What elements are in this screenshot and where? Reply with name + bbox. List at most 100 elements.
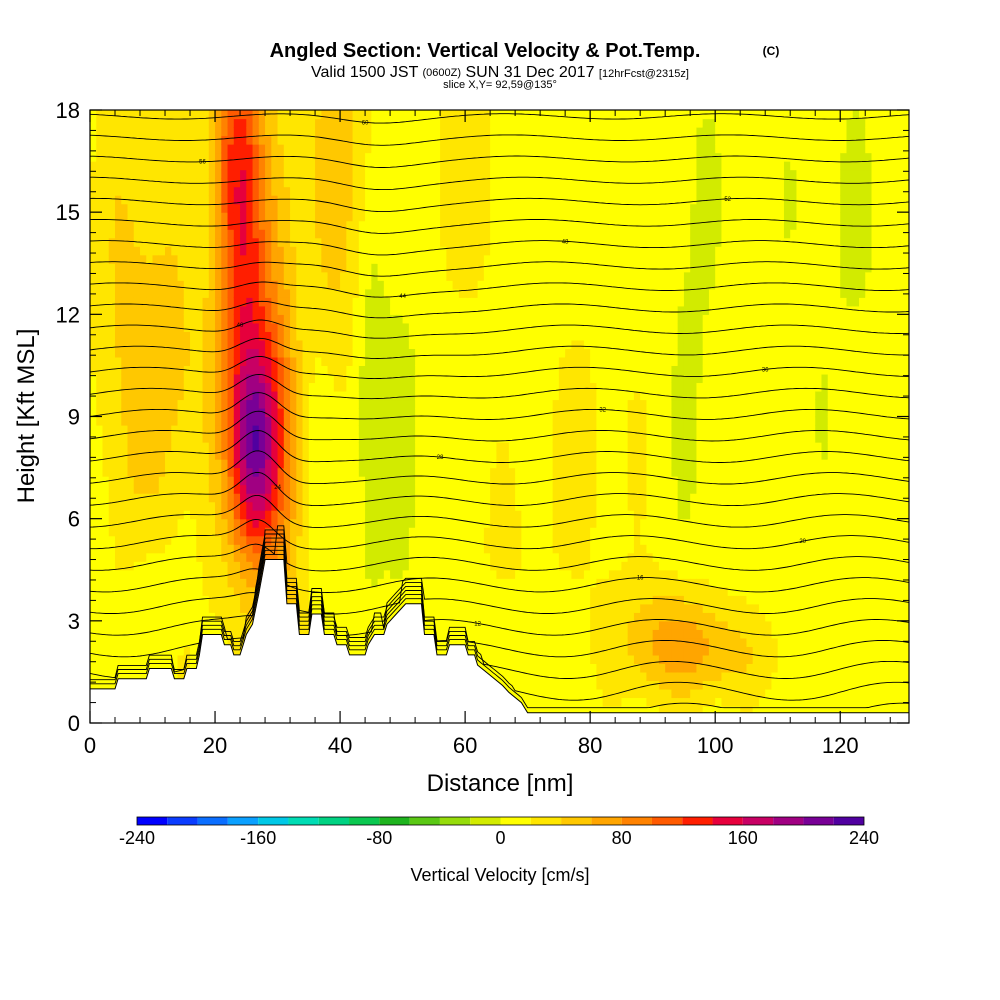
velocity-cell <box>333 322 341 332</box>
velocity-cell <box>471 399 479 409</box>
velocity-cell <box>490 425 497 435</box>
velocity-cell <box>196 348 204 358</box>
velocity-cell <box>396 237 404 247</box>
velocity-cell <box>433 561 441 571</box>
velocity-cell <box>265 110 272 120</box>
velocity-cell <box>490 603 497 613</box>
velocity-cell <box>246 144 254 154</box>
velocity-cell <box>477 493 485 503</box>
velocity-cell <box>302 203 310 213</box>
velocity-cell <box>477 322 485 332</box>
velocity-cell <box>177 544 185 554</box>
velocity-cell <box>477 484 485 494</box>
velocity-cell <box>190 254 197 264</box>
velocity-cell <box>440 229 447 239</box>
velocity-cell <box>277 399 285 409</box>
velocity-cell <box>327 280 335 290</box>
velocity-cell <box>490 433 497 443</box>
velocity-cell <box>515 152 522 162</box>
velocity-cell <box>502 161 510 171</box>
velocity-cell <box>308 161 316 171</box>
velocity-cell <box>358 484 366 494</box>
velocity-cell <box>308 152 316 162</box>
velocity-cell <box>427 510 435 520</box>
velocity-cell <box>90 620 97 630</box>
velocity-cell <box>158 186 166 196</box>
velocity-cell <box>296 442 304 452</box>
velocity-cell <box>496 407 504 418</box>
velocity-cell <box>465 203 472 213</box>
velocity-cell <box>352 612 360 622</box>
velocity-cell <box>258 518 266 528</box>
velocity-cell <box>102 297 110 307</box>
velocity-cell <box>321 501 329 511</box>
velocity-cell <box>496 229 504 239</box>
velocity-cell <box>321 322 329 332</box>
velocity-cell <box>321 433 329 443</box>
velocity-cell <box>215 569 222 579</box>
velocity-cell <box>371 203 379 213</box>
velocity-cell <box>133 510 141 520</box>
velocity-cell <box>340 518 347 528</box>
velocity-cell <box>177 416 185 426</box>
velocity-cell <box>327 586 335 596</box>
velocity-cell <box>402 263 410 273</box>
velocity-cell <box>215 390 222 401</box>
velocity-cell <box>308 144 316 154</box>
velocity-cell <box>352 186 360 196</box>
velocity-cell <box>465 442 472 452</box>
velocity-cell <box>383 212 391 222</box>
velocity-cell <box>358 339 366 349</box>
velocity-cell <box>427 467 435 477</box>
velocity-cell <box>402 254 410 264</box>
velocity-cell <box>471 544 479 554</box>
velocity-cell <box>290 561 297 571</box>
velocity-cell <box>502 518 510 528</box>
velocity-cell <box>371 586 379 596</box>
velocity-cell <box>96 254 104 264</box>
velocity-cell <box>221 280 229 290</box>
velocity-cell <box>515 161 522 171</box>
velocity-cell <box>390 288 397 298</box>
velocity-cell <box>115 612 122 622</box>
velocity-cell <box>152 212 160 222</box>
velocity-cell <box>333 450 341 460</box>
velocity-cell <box>358 586 366 596</box>
velocity-cell <box>365 578 372 588</box>
velocity-cell <box>402 297 410 307</box>
velocity-cell <box>483 561 491 571</box>
velocity-cell <box>240 305 247 315</box>
velocity-cell <box>452 373 460 384</box>
velocity-cell <box>115 595 122 605</box>
velocity-cell <box>465 331 472 341</box>
velocity-cell <box>452 365 460 375</box>
velocity-cell <box>227 203 235 213</box>
velocity-cell <box>233 135 241 145</box>
velocity-cell <box>471 305 479 315</box>
velocity-cell <box>440 220 447 230</box>
velocity-cell <box>102 459 110 469</box>
velocity-cell <box>471 561 479 571</box>
velocity-cell <box>352 178 360 188</box>
velocity-cell <box>152 603 160 613</box>
velocity-cell <box>96 603 104 613</box>
velocity-cell <box>283 501 291 511</box>
velocity-cell <box>446 407 454 418</box>
velocity-cell <box>490 305 497 315</box>
velocity-cell <box>121 331 129 341</box>
velocity-cell <box>515 603 522 613</box>
velocity-cell <box>252 322 260 332</box>
velocity-cell <box>133 195 141 205</box>
velocity-cell <box>290 203 297 213</box>
velocity-cell <box>446 459 454 469</box>
velocity-cell <box>415 459 422 469</box>
velocity-cell <box>358 195 366 205</box>
velocity-cell <box>346 561 354 571</box>
velocity-cell <box>127 416 135 426</box>
velocity-cell <box>240 561 247 571</box>
velocity-cell <box>515 586 522 596</box>
velocity-cell <box>302 535 310 545</box>
velocity-cell <box>415 407 422 418</box>
velocity-cell <box>508 603 516 613</box>
velocity-cell <box>290 263 297 273</box>
